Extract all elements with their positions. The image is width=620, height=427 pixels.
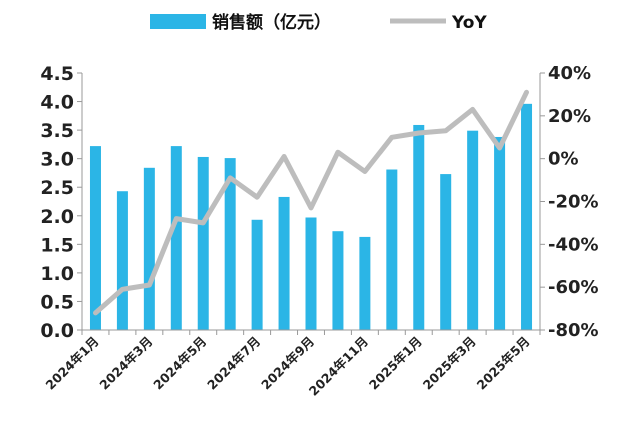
- left-tick-label: 4.5: [40, 63, 74, 85]
- legend-label-yoy: YoY: [451, 13, 487, 33]
- left-tick-label: 4.0: [40, 92, 74, 114]
- right-tick-label: -20%: [548, 192, 599, 213]
- right-tick-label: 20%: [548, 106, 591, 127]
- x-tick-label: 2024年1月: [43, 334, 102, 393]
- x-tick-label: 2024年7月: [204, 334, 263, 393]
- bar-2024年7月: [251, 219, 263, 330]
- x-tick-label: 2025年3月: [420, 334, 479, 393]
- left-tick-label: 1.5: [40, 234, 74, 256]
- bar-2024年11月: [359, 236, 371, 330]
- x-tick-label: 2025年5月: [474, 334, 533, 393]
- bar-2025年5月: [521, 103, 533, 330]
- x-tick-label: 2024年3月: [96, 334, 155, 393]
- left-tick-label: 3.0: [40, 149, 74, 171]
- bar-series: [89, 103, 533, 331]
- bar-2024年9月: [305, 217, 317, 330]
- right-tick-label: 0%: [548, 149, 579, 170]
- line-series: [93, 89, 529, 316]
- x-tick-label: 2024年9月: [258, 334, 317, 393]
- x-tick-label: 2025年1月: [366, 334, 425, 393]
- bar-2024年3月: [143, 167, 155, 330]
- bar-2025年4月: [494, 136, 506, 330]
- bar-2024年4月: [170, 146, 182, 330]
- bar-2024年1月: [89, 146, 101, 330]
- legend-label-sales: 销售额（亿元）: [212, 12, 331, 33]
- x-tick-label: 2024年5月: [150, 334, 209, 393]
- bar-2025年3月: [467, 130, 479, 330]
- legend: 销售额（亿元） YoY: [150, 12, 487, 33]
- left-tick-label: 1.0: [40, 263, 74, 285]
- left-tick-label: 2.0: [40, 206, 74, 228]
- legend-swatch-sales: [150, 14, 206, 29]
- right-tick-label: -80%: [548, 320, 599, 341]
- left-tick-label: 2.5: [40, 177, 74, 199]
- bar-2025年1月: [413, 124, 425, 331]
- bar-2024年2月: [116, 191, 128, 330]
- bar-2024年10月: [332, 231, 344, 330]
- left-tick-label: 0.0: [40, 320, 74, 342]
- bar-2024年8月: [278, 196, 290, 330]
- bar-2024年6月: [224, 158, 236, 330]
- right-tick-label: -40%: [548, 234, 599, 255]
- bar-2024年12月: [386, 169, 398, 330]
- bar-2025年2月: [440, 174, 452, 330]
- left-tick-label: 0.5: [40, 291, 74, 313]
- right-tick-label: -60%: [548, 277, 599, 298]
- right-tick-label: 40%: [548, 63, 591, 84]
- left-tick-label: 3.5: [40, 120, 74, 142]
- bar-2024年5月: [197, 156, 209, 330]
